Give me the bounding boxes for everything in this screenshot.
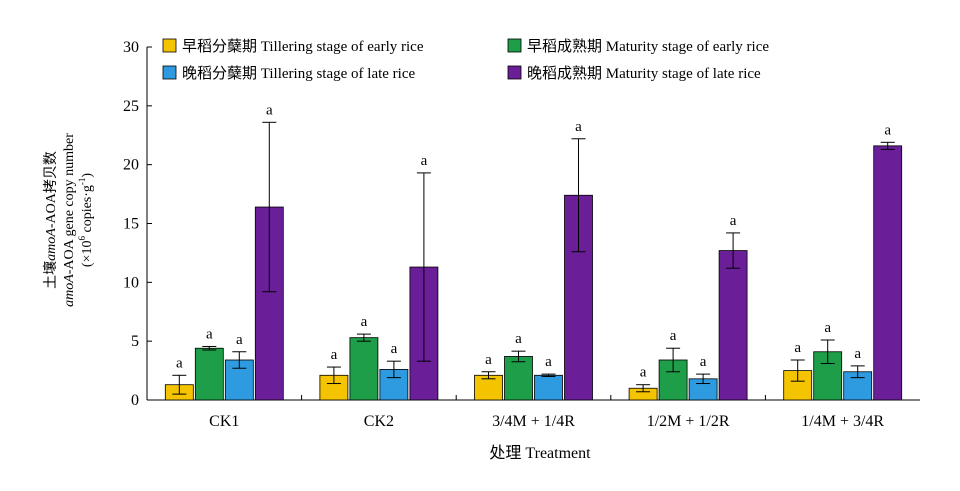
significance-label: a	[176, 355, 183, 371]
svg-text:(×106 copies·g-1): (×106 copies·g-1)	[77, 173, 95, 268]
significance-label: a	[421, 153, 428, 169]
y-tick-label: 0	[131, 392, 139, 409]
significance-label: a	[700, 354, 707, 370]
bar	[504, 356, 533, 401]
y-tick-label: 30	[123, 39, 139, 56]
y-tick-label: 20	[123, 157, 139, 174]
y-tick-label: 10	[123, 274, 139, 291]
bar	[349, 337, 379, 401]
y-label-unit-sup1: 6	[77, 236, 87, 241]
significance-label: a	[794, 340, 801, 356]
legend-label: 早稻分蘖期 Tillering stage of early rice	[182, 38, 424, 55]
y-label-unit-mid: copies·g	[80, 185, 95, 236]
significance-label: a	[670, 328, 677, 344]
significance-label: a	[206, 326, 213, 342]
x-tick-label: CK1	[209, 413, 239, 430]
legend-swatch	[162, 65, 177, 80]
significance-label: a	[545, 354, 552, 370]
y-label-gene-italic-2: amoA	[62, 274, 77, 307]
bar	[873, 145, 903, 401]
axes: 0 5 10 15 20 25 30 CK1 CK2 3/4M + 1/4R 1/2M + 1/2R…	[123, 39, 920, 430]
legend-swatch	[507, 65, 522, 80]
svg-text:amoA-AOA gene copy number: amoA-AOA gene copy number	[62, 133, 77, 307]
significance-label: a	[824, 320, 831, 336]
y-axis-title: 土壤amoA-AOA拷贝数 amoA-AOA gene copy number …	[42, 133, 95, 307]
y-label-chinese-rest: -AOA拷贝数	[43, 151, 59, 228]
bars: a a a a a a a a a a a a a a a a a a a a	[164, 102, 903, 401]
svg-text:土壤amoA-AOA拷贝数: 土壤amoA-AOA拷贝数	[42, 151, 59, 289]
bar	[194, 347, 224, 401]
y-label-chinese: 土壤	[42, 261, 59, 289]
y-tick-label: 15	[123, 216, 139, 233]
significance-label: a	[485, 352, 492, 368]
y-label-english: -AOA gene copy number	[62, 133, 77, 274]
significance-label: a	[730, 213, 737, 229]
significance-label: a	[640, 365, 647, 381]
bar	[718, 250, 748, 401]
y-label-gene-italic: amoA	[44, 228, 59, 261]
significance-label: a	[266, 102, 273, 118]
x-tick-label: CK2	[364, 413, 394, 430]
bar	[534, 374, 563, 401]
y-tick-label: 5	[131, 333, 139, 350]
bar	[474, 374, 503, 401]
significance-label: a	[361, 314, 368, 330]
significance-label: a	[515, 331, 522, 347]
y-label-unit-pre: (×10	[80, 241, 95, 268]
bar	[658, 359, 688, 401]
legend-label: 晚稻成熟期 Maturity stage of late rice	[527, 65, 761, 82]
significance-label: a	[391, 341, 398, 357]
significance-label: a	[575, 119, 582, 135]
y-tick-label: 25	[123, 98, 139, 115]
y-label-unit-sup2: -1	[77, 178, 87, 186]
x-tick-label: 1/2M + 1/2R	[647, 413, 730, 430]
significance-label: a	[854, 346, 861, 362]
significance-label: a	[884, 122, 891, 138]
legend-swatch	[162, 38, 177, 53]
legend: 早稻分蘖期 Tillering stage of early rice 早稻成熟期…	[162, 38, 769, 82]
x-tick-label: 3/4M + 1/4R	[492, 413, 575, 430]
x-axis-title: 处理 Treatment	[489, 444, 591, 462]
bar	[319, 374, 349, 401]
legend-label: 晚稻分蘖期 Tillering stage of late rice	[182, 65, 415, 82]
significance-label: a	[236, 332, 243, 348]
x-tick-label: 1/4M + 3/4R	[801, 413, 884, 430]
significance-label: a	[331, 347, 338, 363]
y-label-unit-post: )	[80, 173, 95, 178]
legend-swatch	[507, 38, 522, 53]
legend-label: 早稻成熟期 Maturity stage of early rice	[527, 38, 769, 55]
